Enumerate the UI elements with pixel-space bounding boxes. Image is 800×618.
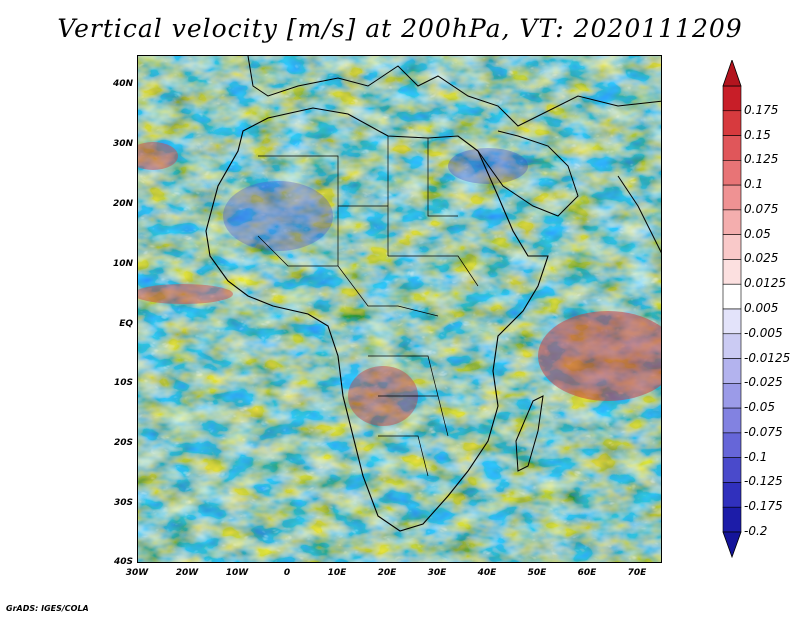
lat-label-40s: 40S [113,557,133,567]
coastline-india [617,175,661,254]
colorbar-label: 0.05 [744,226,771,241]
downdraft-sahara [223,181,333,251]
lon-label-30e: 30E [427,568,447,578]
colorbar-label: -0.05 [744,400,776,415]
colorbar-label: -0.125 [744,474,783,489]
colorbar-label: 0.125 [744,152,779,167]
country-borders [257,136,479,477]
coastline-madagascar [515,395,544,472]
lat-label-10s: 10S [113,378,133,388]
colorbar [722,60,742,558]
velocity-field-streaks [138,56,661,562]
colorbar-box-2 [722,135,742,161]
colorbar-box-3 [722,160,742,186]
lat-label-30n: 30N [112,139,133,149]
colorbar-label: -0.1 [744,449,768,464]
colorbar-box-17 [722,506,742,533]
coastline-europe [247,56,661,127]
colorbar-label: -0.175 [744,499,783,514]
colorbar-label: 0.175 [744,102,779,117]
lon-label-30w: 30W [125,568,149,578]
updraft-west-atlantic [138,284,233,304]
colorbar-box-10 [722,333,742,359]
downdraft-arabia [448,148,528,184]
lon-label-20w: 20W [175,568,199,578]
coastline-africa [205,107,549,532]
credit-label: GrADS: IGES/COLA [6,604,89,613]
lat-label-20n: 20N [112,199,133,209]
lon-label-40e: 40E [477,568,497,578]
colorbar-label: 0.15 [744,127,771,142]
colorbar-label: 0.005 [744,301,779,315]
colorbar-box-16 [722,482,742,508]
lon-label-0: 0 [283,568,291,578]
colorbar-box-4 [722,184,742,211]
lon-label-60e: 60E [577,568,597,578]
lat-label-eq: EQ [119,319,133,329]
colorbar-box-6 [722,234,742,260]
colorbar-box-5 [722,209,742,235]
updraft-north-atlantic [138,142,178,170]
colorbar-box-12 [722,383,742,409]
lat-label-40n: 40N [112,79,133,89]
colorbar-label: -0.2 [744,524,768,538]
colorbar-label: 0.1 [744,177,764,192]
colorbar-label: -0.025 [744,375,783,390]
colorbar-box-13 [722,407,742,434]
colorbar-label: -0.075 [744,424,783,439]
chart-title: Vertical velocity [m/s] at 200hPa, VT: 2… [57,14,743,43]
colorbar-label: 0.075 [744,201,779,216]
lon-label-70e: 70E [627,568,647,578]
colorbar-label: 0.025 [744,251,779,266]
colorbar-label: 0.0125 [744,276,786,291]
colorbar-top-arrow [722,60,742,87]
lat-label-30s: 30S [113,498,133,508]
colorbar-box-9 [722,308,742,335]
lat-label-10n: 10N [112,259,133,269]
coastline-arabia [477,130,579,217]
strong-updraft-indian-ocean [538,311,661,401]
colorbar-bottom-arrow [722,531,742,558]
lon-label-50e: 50E [527,568,547,578]
colorbar-box-14 [722,432,742,458]
map-svg [138,56,661,562]
colorbar-box-8 [722,283,742,310]
lat-label-20s: 20S [113,438,133,448]
colorbar-label: -0.0125 [744,350,791,365]
lon-label-10w: 10W [225,568,249,578]
colorbar-box-7 [722,259,742,285]
lon-label-10e: 10E [327,568,347,578]
colorbar-box-1 [722,110,742,136]
lon-label-20e: 20E [377,568,397,578]
colorbar-box-0 [722,85,742,112]
colorbar-box-11 [722,358,742,384]
colorbar-box-15 [722,457,742,483]
colorbar-label: -0.005 [744,325,783,340]
map-panel [137,55,662,563]
